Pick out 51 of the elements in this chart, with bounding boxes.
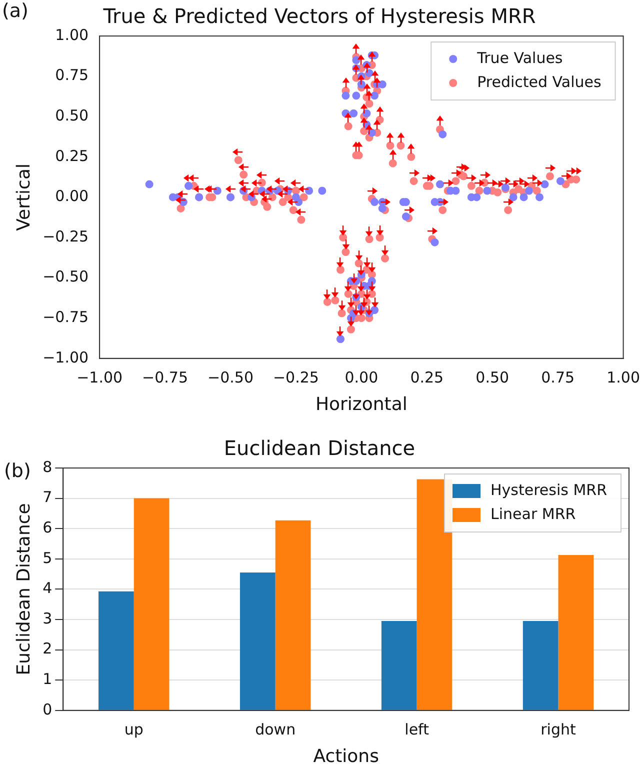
text: (b) <box>4 460 31 482</box>
text: (a) <box>2 0 28 22</box>
x-tick-label: 0.75 <box>541 368 575 386</box>
y-tick-label: −1.00 <box>42 348 89 366</box>
x-axis-title: Horizontal <box>315 394 408 415</box>
y-tick-label: −0.25 <box>42 227 89 246</box>
y-tick-label: 1 <box>42 670 52 688</box>
x-tick-label: down <box>255 720 296 738</box>
y-tick-label: 3 <box>42 609 52 628</box>
x-tick-label: −0.25 <box>272 368 319 386</box>
y-tick-label: 5 <box>42 548 52 567</box>
y-tick-label: −0.75 <box>42 308 89 326</box>
y-tick-label: 1.00 <box>55 26 89 44</box>
legend-label: Hysteresis MRR <box>490 480 607 499</box>
y-axis-title: Euclidean Distance <box>13 503 34 676</box>
x-tick-label: 0.00 <box>344 368 378 386</box>
bar <box>134 498 170 710</box>
y-tick-label: 4 <box>42 579 52 598</box>
y-tick-label: 6 <box>42 518 52 536</box>
bar <box>275 520 311 710</box>
x-tick-label: left <box>404 720 430 738</box>
chart-title: True & Predicted Vectors of Hysteresis MRR <box>102 4 536 28</box>
x-tick-label: right <box>540 720 576 738</box>
bar <box>416 479 452 710</box>
x-tick-label: −0.50 <box>208 368 254 386</box>
y-tick-label: 2 <box>42 640 52 658</box>
x-tick-label: −1.00 <box>76 368 123 386</box>
y-tick-label: 0.00 <box>55 187 89 206</box>
legend-label: Predicted Values <box>477 72 602 91</box>
x-tick-label: −0.75 <box>142 368 188 386</box>
y-tick-label: 0.50 <box>55 106 89 124</box>
y-tick-label: 8 <box>42 458 52 476</box>
x-axis-title: Actions <box>313 746 379 767</box>
bar <box>381 621 417 710</box>
x-tick-label: 0.50 <box>476 368 510 386</box>
bar <box>558 554 594 710</box>
y-tick-label: −0.50 <box>42 268 89 286</box>
x-tick-label: 0.25 <box>410 368 444 386</box>
bar <box>240 572 276 710</box>
legend-label: Linear MRR <box>490 504 576 523</box>
y-tick-label: 0.25 <box>55 146 89 165</box>
bar <box>98 591 134 710</box>
bar <box>522 621 558 710</box>
x-tick-label: 1.00 <box>606 368 640 386</box>
y-tick-label: 0 <box>42 700 52 718</box>
legend-label: True Values <box>476 48 563 67</box>
y-axis-title: Vertical <box>13 164 34 231</box>
x-tick-label: up <box>124 720 144 738</box>
chart-title: Euclidean Distance <box>224 436 416 460</box>
y-tick-label: 0.75 <box>55 66 89 84</box>
y-tick-label: 7 <box>42 488 52 506</box>
